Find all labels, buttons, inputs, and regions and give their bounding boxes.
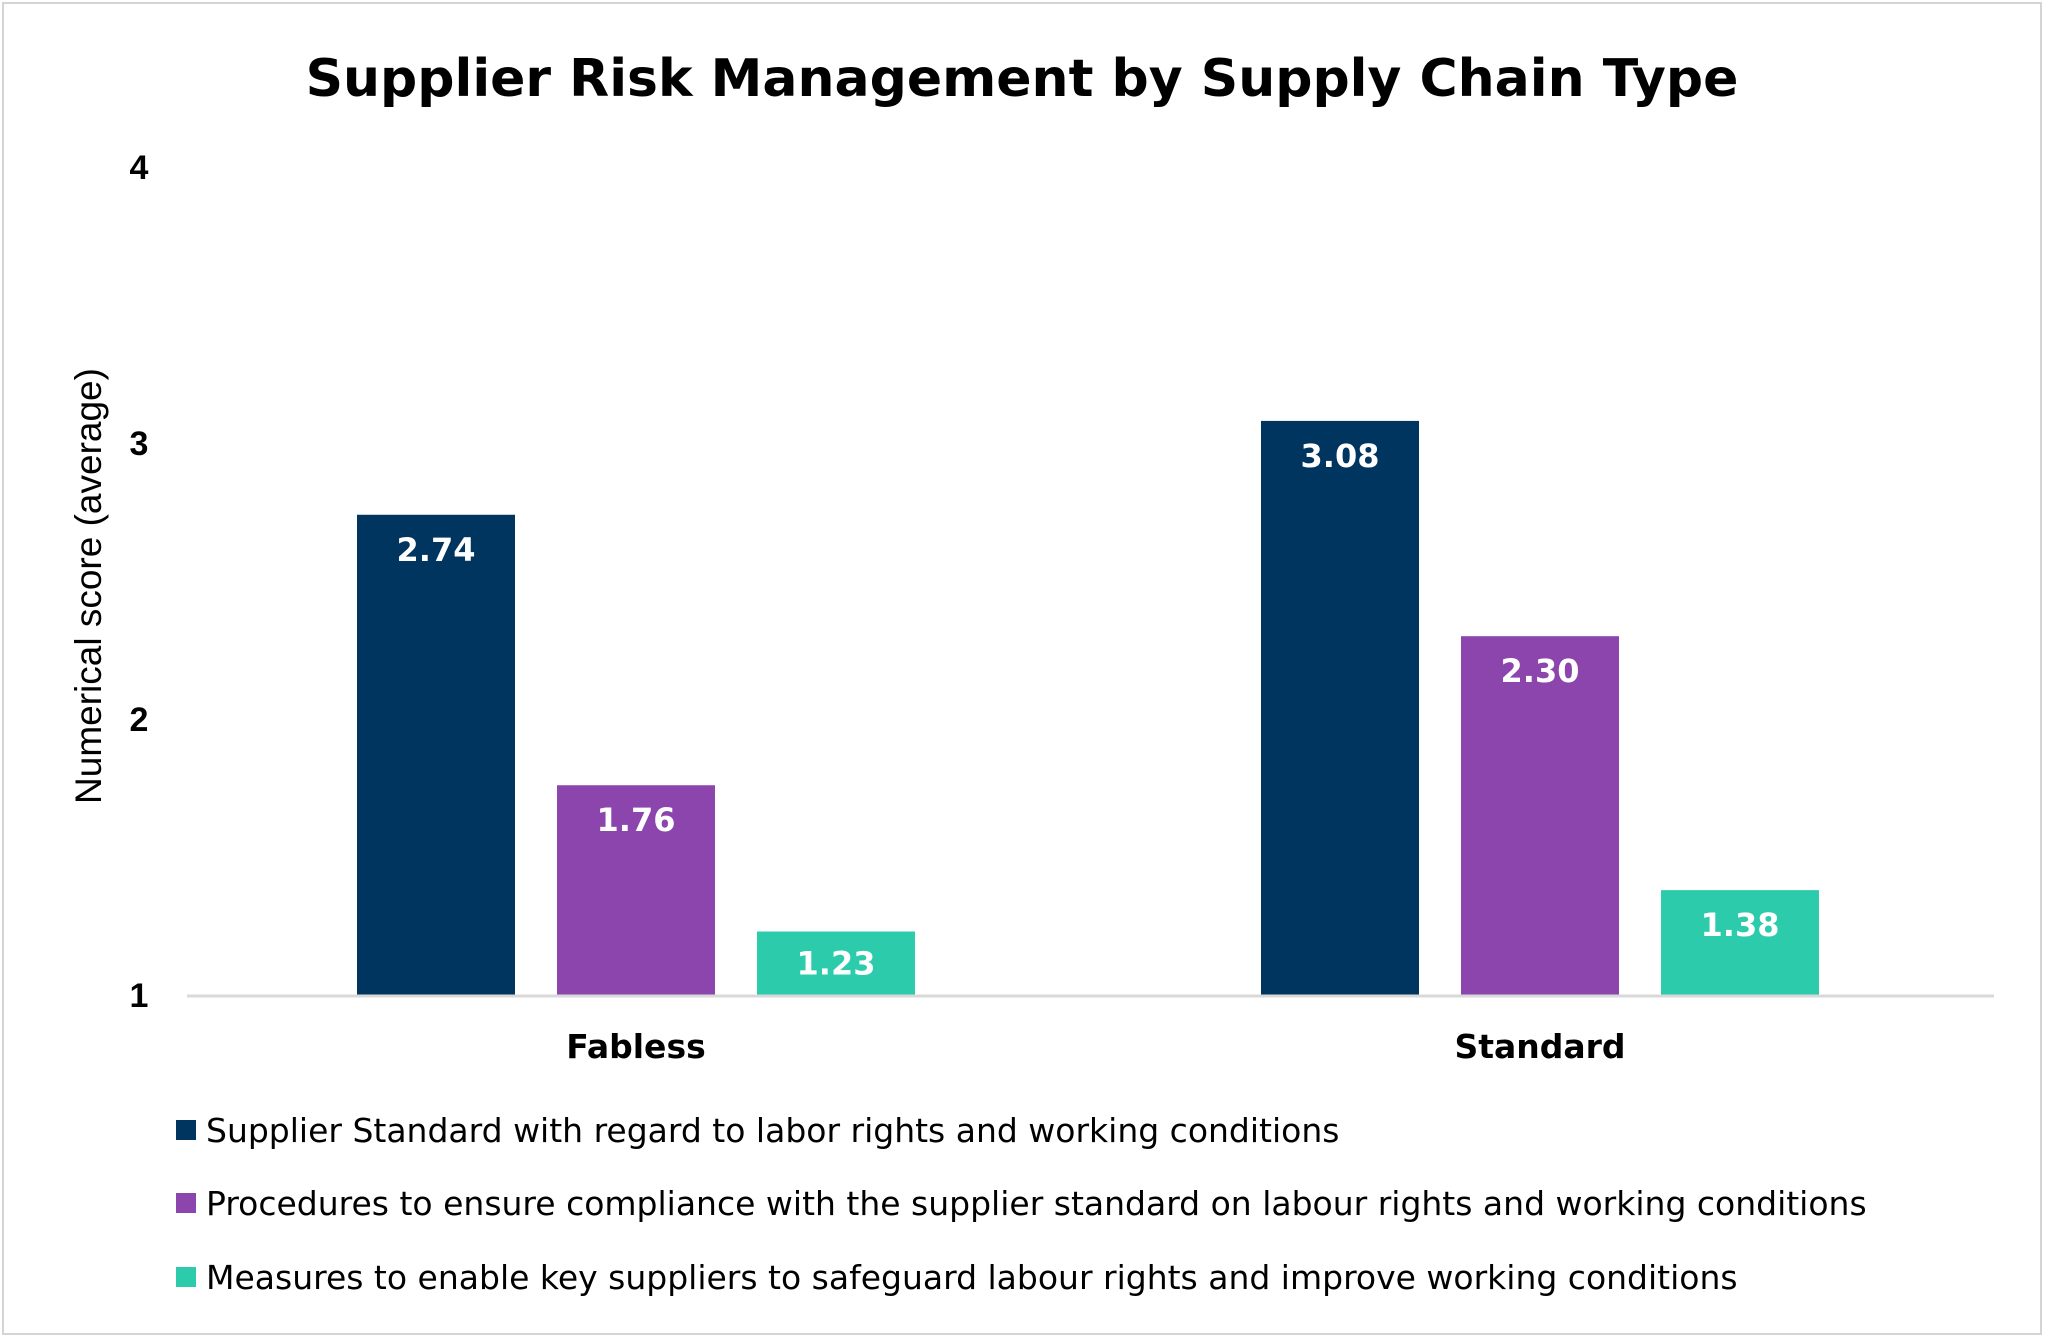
bar (757, 931, 915, 995)
legend-swatch (176, 1120, 196, 1140)
chart-title: Supplier Risk Management by Supply Chain… (306, 49, 1739, 109)
bar-value-label: 3.08 (1301, 437, 1380, 475)
bar-value-label: 2.74 (397, 531, 476, 569)
chart-svg: Supplier Risk Management by Supply Chain… (68, 49, 1994, 1297)
y-tick-label: 3 (130, 425, 149, 463)
bar (1261, 420, 1419, 995)
bars: 2.74 1.76 1.23 3.08 2.30 1.38 (357, 420, 1819, 995)
legend-swatch (176, 1193, 196, 1213)
bar-value-label: 2.30 (1501, 652, 1580, 690)
legend-entry-label: Supplier Standard with regard to labor r… (206, 1111, 1339, 1150)
y-axis-ticks: 1 2 3 4 (130, 149, 149, 1015)
bar (1661, 890, 1819, 995)
x-tick-label: Fabless (566, 1027, 705, 1066)
y-tick-label: 4 (130, 149, 149, 187)
x-tick-label: Standard (1454, 1027, 1625, 1066)
bar-value-label: 1.38 (1701, 906, 1780, 944)
x-axis-ticks: Fabless Standard (566, 1027, 1625, 1066)
legend: Supplier Standard with regard to labor r… (176, 1111, 1867, 1297)
bar-value-label: 1.23 (797, 944, 876, 982)
y-tick-label: 2 (130, 701, 149, 739)
legend-entry-label: Measures to enable key suppliers to safe… (206, 1258, 1738, 1297)
bar (1461, 636, 1619, 995)
legend-entry-label: Procedures to ensure compliance with the… (206, 1184, 1867, 1223)
bar (557, 785, 715, 995)
bar (357, 514, 515, 995)
bar-value-label: 1.76 (597, 801, 676, 839)
legend-swatch (176, 1267, 196, 1287)
y-axis-label: Numerical score (average) (68, 368, 109, 804)
y-tick-label: 1 (130, 977, 149, 1015)
